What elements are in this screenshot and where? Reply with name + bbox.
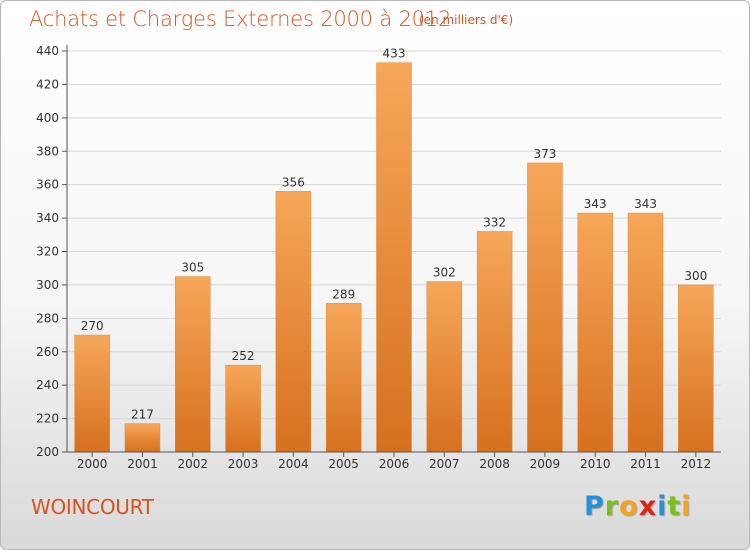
bar xyxy=(225,364,261,453)
y-tick-label: 420 xyxy=(36,77,59,91)
bar xyxy=(74,334,110,453)
x-tick-label: 2000 xyxy=(77,457,108,471)
bar xyxy=(124,423,161,453)
x-tick-label: 2006 xyxy=(379,457,410,471)
x-tick-label: 2004 xyxy=(278,457,309,471)
axes: 200 220 240 260 280 300 320 340 360 380 400 420 440 2… xyxy=(36,44,721,471)
bars: 270 217 305 252 356 289 433 302 332 373 343 343 300 xyxy=(74,47,714,453)
y-tick-label: 200 xyxy=(36,445,59,459)
bar-value-label: 252 xyxy=(232,349,255,363)
x-tick-label: 2003 xyxy=(228,457,259,471)
x-tick-label: 2002 xyxy=(177,457,208,471)
logo-letter: r xyxy=(604,491,620,522)
bar-value-label: 217 xyxy=(131,408,154,422)
bar xyxy=(577,212,613,453)
y-tick-label: 340 xyxy=(36,211,59,225)
x-tick-label: 2012 xyxy=(681,457,712,471)
y-tick-label: 280 xyxy=(36,311,59,325)
bar-value-label: 343 xyxy=(584,197,607,211)
x-tick-label: 2009 xyxy=(530,457,561,471)
y-tick-label: 400 xyxy=(36,111,59,125)
bar-value-label: 289 xyxy=(332,287,355,301)
proxiti-logo: Proxiti xyxy=(584,491,692,522)
commune-name: WOINCOURT xyxy=(31,495,154,519)
logo-letter: t xyxy=(667,491,682,522)
chart-title: Achats et Charges Externes 2000 à 2012 xyxy=(29,7,452,31)
y-tick-label: 440 xyxy=(36,44,59,58)
bar-value-label: 433 xyxy=(383,47,406,61)
y-tick-label: 300 xyxy=(36,278,59,292)
bar xyxy=(678,284,714,453)
bar xyxy=(476,231,513,453)
bar xyxy=(325,303,362,453)
y-tick-label: 220 xyxy=(36,412,59,426)
x-tick-label: 2008 xyxy=(479,457,510,471)
bar xyxy=(175,276,211,453)
x-tick-label: 2007 xyxy=(429,457,460,471)
y-tick-label: 260 xyxy=(36,345,59,359)
logo-letter: P xyxy=(584,491,605,522)
bar-value-label: 300 xyxy=(684,269,707,283)
y-tick-label: 360 xyxy=(36,178,59,192)
chart-subtitle: (en milliers d'€) xyxy=(419,13,514,27)
bar-value-label: 302 xyxy=(433,266,456,280)
bar xyxy=(275,191,312,453)
logo-letter: i xyxy=(681,491,692,522)
y-tick-label: 320 xyxy=(36,245,59,259)
bar-value-label: 332 xyxy=(483,215,506,229)
x-tick-label: 2001 xyxy=(127,457,158,471)
y-tick-label: 240 xyxy=(36,378,59,392)
bar-value-label: 305 xyxy=(181,261,204,275)
bar-value-label: 373 xyxy=(533,147,556,161)
bar-value-label: 343 xyxy=(634,197,657,211)
logo-letter: x xyxy=(638,491,658,522)
bar-value-label: 270 xyxy=(81,319,104,333)
logo-letter: o xyxy=(619,491,639,522)
bar xyxy=(376,62,412,453)
bar-value-label: 356 xyxy=(282,175,305,189)
bar xyxy=(426,281,463,453)
bar xyxy=(527,162,563,453)
y-tick-label: 380 xyxy=(36,144,59,158)
x-tick-label: 2011 xyxy=(630,457,661,471)
bar xyxy=(627,212,664,453)
x-tick-label: 2010 xyxy=(580,457,611,471)
x-tick-label: 2005 xyxy=(328,457,359,471)
logo-letter: i xyxy=(657,491,668,522)
